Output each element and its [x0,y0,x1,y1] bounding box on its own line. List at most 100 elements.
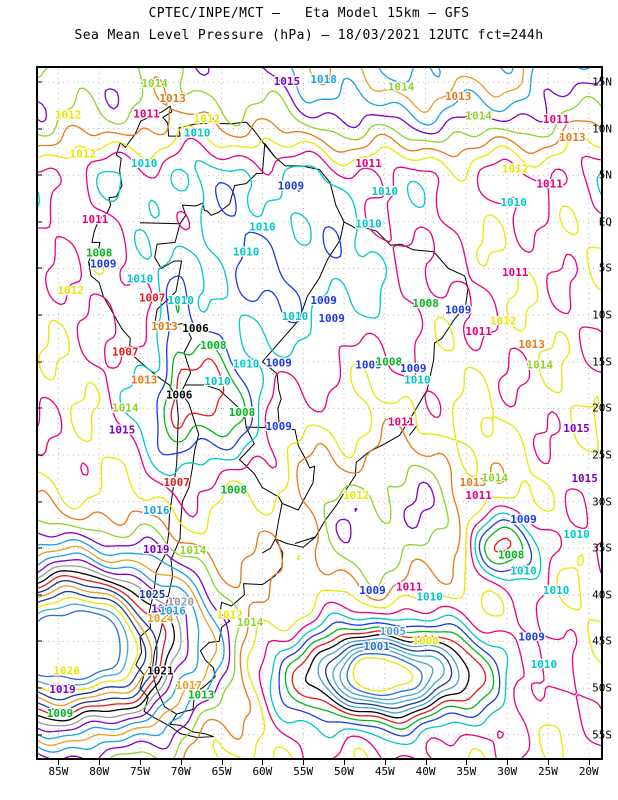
contour-line-1011 [532,410,561,465]
chart-title-line-2: Sea Mean Level Pressure (hPa) — 18/03/20… [74,28,544,43]
contour-line-1011 [395,755,415,758]
y-axis-tick-label: 30S [592,495,612,509]
y-axis-tick [36,640,42,642]
contour-label: 1021 [147,664,174,677]
contour-line-1011 [332,735,383,758]
contour-line-1016 [578,68,589,70]
contour-line-1018 [429,68,441,78]
contour-line-1017 [308,68,332,86]
contour-line-1010 [119,160,388,477]
contour-label: 1012 [490,315,516,328]
contour-line-1013 [296,418,461,601]
contour-label: 1010 [282,310,309,323]
contour-line-1012 [559,205,579,236]
contour-label: 1014 [237,616,264,629]
x-axis-tick [58,760,60,765]
contour-label: 1013 [188,689,215,702]
contour-line-1015 [38,753,50,758]
contour-line-1022 [38,574,167,717]
x-axis-tick [547,760,549,765]
contour-label: 1010 [233,246,260,259]
y-axis-tick-label: 50S [592,681,612,695]
contour-label: 1013 [518,338,545,351]
contour-line-1010 [269,612,509,746]
x-axis-tick-label: 55W [293,765,314,778]
contour-label: 1010 [510,565,537,578]
contour-line-1015 [403,481,435,530]
contour-label: 1011 [543,113,570,126]
x-axis-tick [507,760,509,765]
contour-line-1011 [424,390,442,418]
contour-line-1002 [339,649,434,701]
contour-line-1014 [179,68,601,143]
contour-label: 1001 [363,640,390,653]
contour-line-1025 [38,590,147,701]
contour-label: 1009 [90,258,117,271]
contour-label: 1019 [143,543,170,556]
contour-line-1012 [272,746,293,758]
contour-label: 1012 [216,608,243,621]
contour-line-1001 [346,653,423,697]
contour-label: 1014 [465,110,492,123]
y-axis-tick-label: 20S [592,401,612,415]
contour-line-1005 [317,637,460,714]
contour-line-1014 [109,751,158,758]
contour-label: 1013 [159,92,186,105]
contour-label: 1000 [412,634,439,647]
contour-label: 1007 [139,291,166,304]
contour-line-1027 [38,603,129,687]
x-axis-tick [99,760,101,765]
contour-label: 1011 [133,108,160,121]
contour-line-1011 [76,137,499,518]
contour-line-1007 [291,630,487,724]
contour-label: 1010 [416,591,443,604]
y-axis-tick [36,314,42,316]
contour-line-1012 [587,619,601,664]
y-axis-tick [36,454,42,456]
contour-label: 1008 [229,406,256,419]
y-axis-tick [36,501,42,503]
contour-line-1011 [596,541,601,574]
x-axis-tick-label: 85W [48,765,69,778]
y-axis-tick-label: 25S [592,448,612,462]
contour-line-1015 [195,68,210,77]
contour-line-1010 [38,191,40,208]
contour-line-1010 [148,199,160,219]
gridlines [38,68,601,758]
contour-line-1012 [569,396,600,454]
contour-label: 1012 [343,489,370,502]
contour-label: 1013 [559,131,586,144]
contour-label: 1010 [233,358,260,371]
contour-label: 1012 [55,109,81,122]
x-axis-tick-label: 70W [170,765,191,778]
contour-line-1019 [38,559,189,733]
x-axis-tick-label: 80W [89,765,110,778]
contour-label: 1007 [112,345,139,358]
contour-lines [38,68,601,758]
contour-line-1018 [500,68,514,75]
contour-label: 1011 [388,415,415,428]
contour-line-1017 [360,68,525,113]
x-axis-tick-label: 65W [211,765,232,778]
contour-line-1016 [290,68,534,126]
contour-line-1009 [214,182,237,217]
contour-label: 1009 [359,584,386,597]
contour-label: 1009 [518,631,545,644]
contour-line-1012 [353,747,369,758]
contour-plot-area: 1014 1013 1015 1018 1014 1013 1012 1011 1012 1014… [36,66,603,760]
contour-line-1004 [324,641,453,709]
contour-label: 1012 [194,112,221,125]
contour-label: 1014 [180,544,207,557]
contour-line-1024 [38,585,153,707]
contour-line-1018 [378,68,414,84]
title-block: CPTEC/INPE/MCT — Eta Model 15km — GFS Se… [0,0,618,43]
contour-line-1015 [104,88,120,110]
x-axis-tick [466,760,468,765]
contour-label: 1009 [278,179,305,192]
y-axis-tick [36,687,42,689]
contour-label: 1015 [571,472,598,485]
contour-label: 1018 [310,73,337,86]
x-axis-tick [425,760,427,765]
